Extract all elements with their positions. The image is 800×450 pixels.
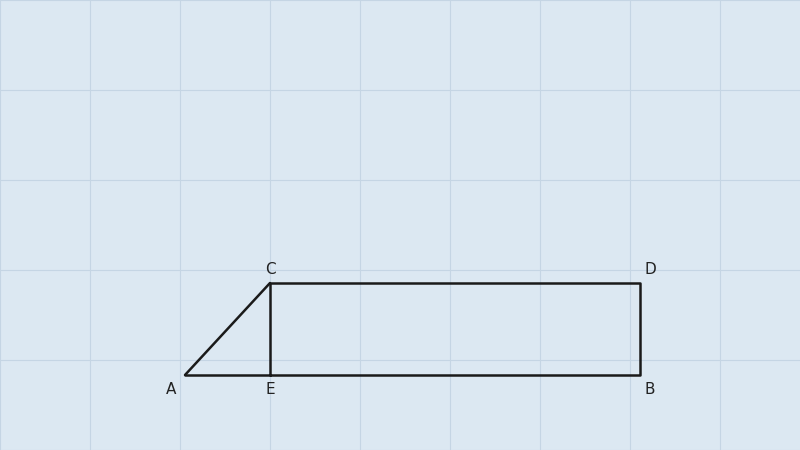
Text: D: D (644, 261, 656, 276)
Text: A: A (166, 382, 176, 396)
Text: C: C (265, 261, 275, 276)
Text: B: B (645, 382, 655, 396)
Text: E: E (265, 382, 275, 396)
